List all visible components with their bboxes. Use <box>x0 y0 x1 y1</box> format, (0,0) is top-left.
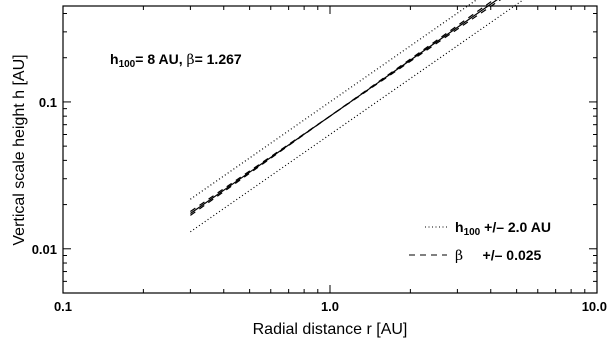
series-line-dashed-3 <box>190 0 495 216</box>
series-line-dashed-4 <box>190 0 502 213</box>
x-tick-label: 0.1 <box>54 299 72 314</box>
legend-label-beta: β +/– 0.025 <box>455 247 542 264</box>
axis-ticks <box>62 6 598 294</box>
y-tick-label: 0.1 <box>39 95 57 110</box>
series-line-dotted-2 <box>190 0 525 233</box>
series-line-dotted-1 <box>190 0 478 200</box>
y-axis-label: Vertical scale height h [AU] <box>11 54 28 245</box>
x-tick-label: 1.0 <box>321 299 339 314</box>
parameter-annotation: h100= 8 AU, β= 1.267 <box>110 51 242 70</box>
x-axis-label: Radial distance r [AU] <box>253 321 408 338</box>
legend-label-h100: h100 +/– 2.0 AU <box>455 219 551 238</box>
tick-labels: 0.1 1.0 10.0 0.01 0.1 <box>32 95 607 314</box>
series-line-solid-0 <box>190 0 498 214</box>
y-tick-label: 0.01 <box>32 242 57 257</box>
x-tick-label: 10.0 <box>582 299 607 314</box>
series-lines <box>190 0 525 233</box>
legend: h100 +/– 2.0 AU β +/– 0.025 <box>409 219 551 264</box>
